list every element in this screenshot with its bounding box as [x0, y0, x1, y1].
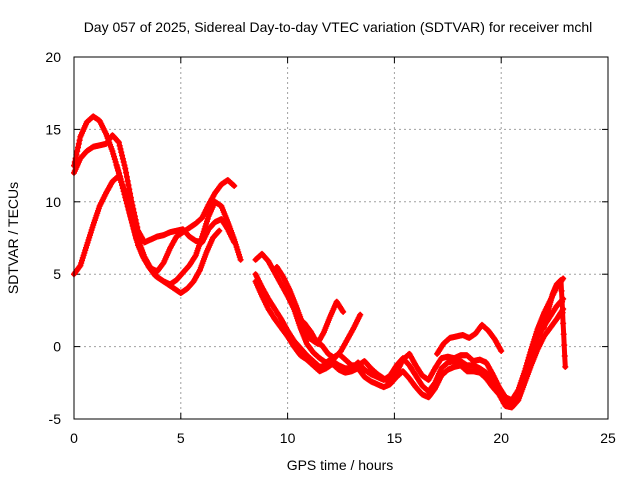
data-point — [560, 320, 567, 327]
x-tick-label: 10 — [280, 430, 296, 446]
data-point — [119, 152, 126, 159]
data-point — [129, 222, 136, 229]
series-track-9 — [295, 298, 347, 347]
x-tick-label: 25 — [600, 430, 616, 446]
data-point — [74, 148, 81, 155]
series-track-6 — [252, 271, 567, 409]
data-point — [126, 186, 133, 193]
data-point — [560, 331, 567, 338]
data-point — [115, 139, 122, 146]
data-point — [120, 158, 127, 165]
data-point — [124, 203, 131, 210]
chart-title: Day 057 of 2025, Sidereal Day-to-day VTE… — [84, 19, 593, 35]
data-point — [126, 210, 133, 217]
data-point — [237, 256, 244, 263]
tick-labels: 0 5 10 15 20 25 -5 0 5 10 15 20 — [45, 49, 616, 446]
y-tick-label: 0 — [53, 339, 61, 355]
data-point — [562, 363, 569, 370]
series-track-2 — [71, 132, 238, 246]
data-marks — [71, 113, 569, 411]
series-track-11 — [540, 276, 569, 370]
y-axis-label: SDTVAR / TECUs — [5, 182, 21, 294]
plot-frame — [73, 56, 609, 420]
data-point — [357, 311, 364, 318]
y-tick-label: 5 — [53, 266, 61, 282]
data-point — [121, 162, 128, 169]
data-point — [216, 227, 223, 234]
y-tick-label: 10 — [45, 194, 61, 210]
data-point — [125, 207, 132, 214]
data-point — [128, 216, 135, 223]
data-point — [75, 140, 82, 147]
x-tick-label: 0 — [70, 430, 78, 446]
data-point — [124, 177, 131, 184]
data-point — [76, 263, 83, 270]
data-point — [123, 173, 130, 180]
data-point — [561, 353, 568, 360]
data-point — [514, 398, 521, 405]
data-point — [122, 194, 129, 201]
data-point — [231, 182, 238, 189]
data-point — [124, 200, 131, 207]
series-track-1 — [71, 113, 238, 275]
data-point — [558, 287, 565, 294]
data-point — [132, 231, 139, 238]
data-point — [131, 228, 138, 235]
x-axis-label: GPS time / hours — [287, 457, 394, 473]
data-point — [559, 309, 566, 316]
data-point — [123, 197, 130, 204]
data-point — [561, 342, 568, 349]
data-point — [75, 144, 82, 151]
x-tick-label: 15 — [387, 430, 403, 446]
y-tick-label: 15 — [45, 121, 61, 137]
data-point — [128, 219, 135, 226]
data-point — [76, 137, 83, 144]
data-point — [115, 138, 122, 145]
series-track-4 — [113, 162, 223, 297]
data-point — [127, 213, 134, 220]
data-point — [340, 308, 347, 315]
x-tick-label: 5 — [177, 430, 185, 446]
data-point — [215, 228, 222, 235]
series-track-10 — [434, 321, 505, 357]
data-point — [116, 142, 123, 149]
data-point — [119, 155, 126, 162]
data-point — [120, 184, 127, 191]
data-point — [117, 145, 124, 152]
data-point — [558, 276, 565, 283]
data-point — [118, 149, 125, 156]
data-point — [121, 190, 128, 197]
data-point — [559, 298, 566, 305]
data-point — [123, 169, 130, 176]
x-tick-label: 20 — [493, 430, 509, 446]
y-tick-label: 20 — [45, 49, 61, 65]
data-point — [130, 225, 137, 232]
y-tick-label: -5 — [49, 411, 62, 427]
data-point — [498, 347, 505, 354]
data-point — [125, 182, 132, 189]
data-point — [122, 165, 129, 172]
data-point — [120, 187, 127, 194]
